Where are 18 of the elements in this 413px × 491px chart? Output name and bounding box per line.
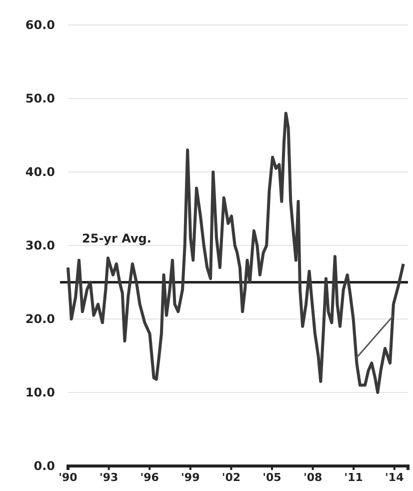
y-tick-label: 10.0 bbox=[25, 385, 55, 400]
x-tick-label: '11 bbox=[344, 470, 363, 484]
y-tick-label: 40.0 bbox=[25, 164, 55, 179]
y-tick-label: 30.0 bbox=[25, 238, 55, 252]
y-tick-label: 60.0 bbox=[25, 18, 55, 32]
x-tick-label: '02 bbox=[222, 470, 241, 484]
y-tick-label: 0.0 bbox=[34, 458, 55, 473]
y-tick-label: 50.0 bbox=[25, 91, 55, 106]
x-tick-label: '90 bbox=[58, 470, 78, 484]
x-tick-label: '99 bbox=[181, 470, 200, 484]
ref-line-label: 25-yr Avg. bbox=[82, 231, 152, 246]
line-series bbox=[66, 112, 405, 394]
x-tick-label: '96 bbox=[140, 470, 160, 484]
x-tick-label: '14 bbox=[385, 470, 404, 484]
y-tick-label: 20.0 bbox=[25, 312, 55, 326]
x-tick-label: '05 bbox=[262, 470, 282, 484]
x-tick-label: '93 bbox=[99, 470, 118, 484]
x-tick-label: '08 bbox=[303, 470, 322, 484]
